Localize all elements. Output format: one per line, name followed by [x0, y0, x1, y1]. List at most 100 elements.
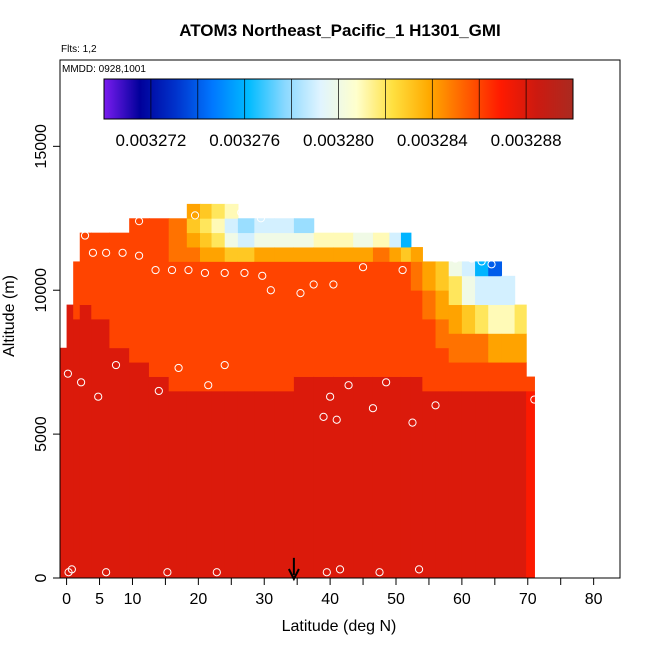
x-tick-label: 10 — [124, 591, 142, 608]
heatmap-cell — [501, 333, 516, 363]
heatmap-cell — [254, 232, 275, 248]
heatmap-cell — [313, 232, 335, 248]
observation-point — [184, 265, 193, 275]
heatmap-cell — [237, 261, 255, 392]
heatmap-cell — [200, 203, 213, 219]
heatmap-cell — [461, 362, 476, 392]
heatmap-cell — [526, 390, 535, 579]
observation-point — [510, 260, 519, 269]
heatmap-cell — [475, 362, 489, 392]
heatmap-cell — [448, 304, 463, 334]
observation-points — [63, 208, 539, 577]
observation-point — [309, 280, 318, 289]
heatmap-cell — [254, 390, 275, 579]
heatmap-cell — [514, 362, 527, 392]
heatmap-cell — [293, 376, 315, 579]
observation-point — [237, 208, 246, 217]
observation-point — [451, 254, 460, 263]
observation-point — [344, 381, 353, 390]
heatmap-cell — [79, 232, 92, 306]
heatmap-cell — [129, 362, 150, 579]
observation-point — [167, 265, 177, 275]
heatmap-cell — [372, 232, 391, 248]
observation-point — [467, 254, 476, 263]
heatmap-cell — [200, 247, 213, 262]
observation-point — [408, 418, 417, 427]
heatmap-cell — [66, 304, 74, 579]
observation-point — [212, 568, 221, 577]
heatmap-cell — [501, 390, 516, 579]
heatmap-cell — [254, 261, 275, 392]
heatmap-cell — [461, 304, 476, 334]
heatmap-cell — [448, 333, 463, 363]
heatmap-cell — [211, 247, 226, 262]
observation-point — [174, 363, 183, 373]
observation-point — [431, 401, 440, 410]
heatmap-cell — [293, 218, 315, 234]
observation-point — [88, 248, 98, 257]
arrow-head — [287, 568, 300, 582]
observation-point — [332, 415, 341, 424]
heatmap-cell — [389, 247, 402, 262]
heatmap-cell — [237, 218, 255, 234]
heatmap-cell — [372, 376, 391, 579]
heatmap-cell — [79, 304, 92, 579]
heatmap-cell — [435, 390, 450, 579]
heatmap-cell — [168, 390, 188, 579]
heatmap-cell — [60, 347, 68, 579]
observation-point — [163, 568, 172, 577]
x-tick-label: 5 — [95, 591, 104, 608]
heatmap-cell — [501, 362, 516, 392]
heatmap-cell — [129, 218, 150, 363]
y-axis: 0 5000 10000 15000 — [33, 124, 60, 582]
heatmap-cell — [333, 261, 354, 377]
observation-point — [322, 568, 331, 577]
heatmap-cell — [200, 218, 213, 234]
heatmap-cell — [353, 232, 374, 248]
x-tick-label: 40 — [321, 591, 339, 608]
colorbar — [103, 78, 574, 120]
observation-point — [296, 289, 305, 298]
observation-point — [319, 412, 328, 421]
observation-point — [204, 381, 213, 390]
observation-point — [94, 392, 103, 401]
heatmap-cell — [186, 261, 201, 392]
observation-point — [240, 268, 249, 278]
x-axis-title: Latitude (deg N) — [282, 618, 397, 635]
heatmap-cell — [168, 261, 188, 392]
heatmap-cell — [224, 390, 239, 579]
heatmap-cell — [237, 390, 255, 579]
observation-point — [151, 265, 160, 275]
heatmap-cell — [200, 390, 213, 579]
heatmap-cell — [461, 333, 476, 363]
y-tick-label: 10000 — [33, 268, 50, 313]
observation-point — [220, 360, 229, 370]
x-tick-label: 70 — [519, 591, 537, 608]
observation-point — [190, 211, 200, 220]
x-tick-label: 20 — [189, 591, 207, 608]
heatmap-cell — [501, 275, 516, 306]
chart-title: ATOM3 Northeast_Pacific_1 H1301_GMI — [179, 21, 501, 40]
observation-point — [358, 263, 368, 272]
heatmap-cell — [475, 304, 489, 334]
heatmap-cell — [274, 247, 295, 262]
heatmap-cell — [448, 275, 463, 306]
heatmap-cell — [148, 218, 170, 377]
heatmap-cell — [186, 390, 201, 579]
heatmap-cell — [488, 333, 503, 363]
observation-point — [102, 248, 111, 257]
observation-point — [63, 369, 73, 378]
x-tick-label: 60 — [453, 591, 471, 608]
y-tick-label: 0 — [33, 573, 50, 582]
observation-point — [530, 395, 539, 404]
heatmap-cell — [353, 261, 374, 377]
heatmap-cell — [372, 247, 391, 262]
heatmap-cell — [475, 390, 489, 579]
heatmap-cell — [475, 333, 489, 363]
colorbar-tick-label: 0.003288 — [491, 131, 562, 150]
observation-point — [266, 286, 275, 295]
heatmap-cell — [410, 290, 423, 377]
heatmap-cell — [91, 232, 111, 320]
x-tick-label: 30 — [255, 591, 273, 608]
